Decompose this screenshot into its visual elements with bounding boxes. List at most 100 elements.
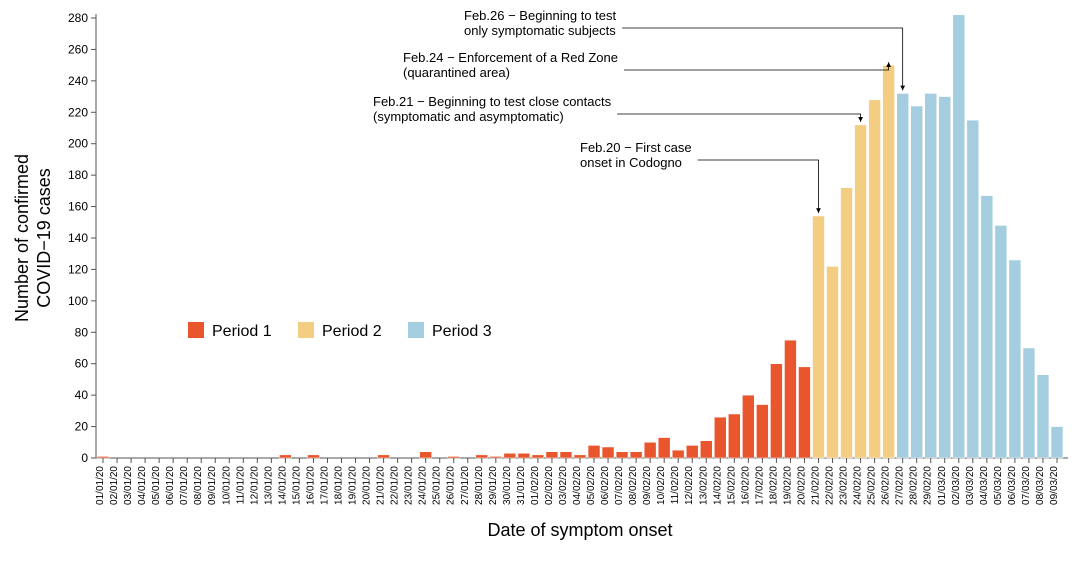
x-tick-label: 01/01/20 [95,466,106,505]
bar [995,225,1007,458]
bar [476,455,488,458]
x-tick-label: 10/02/20 [656,466,667,505]
bar [883,65,895,458]
x-tick-label: 20/02/20 [796,466,807,505]
x-tick-label: 06/01/20 [165,466,176,505]
bar [574,455,586,458]
bar [490,456,502,458]
bar [532,455,544,458]
x-tick-label: 08/01/20 [193,466,204,505]
x-tick-label: 09/01/20 [207,466,218,505]
y-tick-label: 260 [68,42,88,56]
bar [560,452,572,458]
bar [714,417,726,458]
x-tick-label: 14/01/20 [277,466,288,505]
x-tick-label: 07/02/20 [614,466,625,505]
bar [307,455,319,458]
bar [869,100,881,458]
bar [420,452,432,458]
bar [616,452,628,458]
annotation-text: onset in Codogno [580,155,682,170]
x-tick-label: 10/01/20 [221,466,232,505]
y-tick-label: 160 [68,200,88,214]
bar [1037,375,1049,458]
legend-swatch [408,322,424,338]
x-tick-label: 08/03/20 [1035,466,1046,505]
legend-swatch [298,322,314,338]
bar [770,364,782,458]
bar [742,395,754,458]
chart-svg: 0204060801001201401601802002202402602800… [0,0,1080,566]
x-tick-label: 25/02/20 [867,466,878,505]
x-tick-label: 05/01/20 [151,466,162,505]
bar [588,445,600,458]
x-tick-label: 11/01/20 [235,466,246,505]
bar [644,442,656,458]
y-tick-label: 180 [68,168,88,182]
x-tick-label: 16/01/20 [305,466,316,505]
x-tick-label: 23/01/20 [404,466,415,505]
x-tick-label: 06/03/20 [1007,466,1018,505]
x-tick-label: 26/01/20 [446,466,457,505]
bar [378,455,390,458]
x-tick-label: 14/02/20 [712,466,723,505]
bar [911,106,923,458]
bar [658,438,670,458]
bar [630,452,642,458]
bar [518,453,530,458]
x-tick-label: 15/01/20 [291,466,302,505]
x-tick-label: 07/01/20 [179,466,190,505]
covid-epi-curve-chart: 0204060801001201401601802002202402602800… [0,0,1080,566]
x-tick-label: 03/03/20 [965,466,976,505]
x-tick-label: 28/01/20 [474,466,485,505]
bar [700,441,712,458]
x-tick-label: 09/02/20 [642,466,653,505]
bar [939,97,951,458]
x-tick-label: 15/02/20 [726,466,737,505]
bar [855,125,867,458]
y-tick-label: 220 [68,105,88,119]
legend-label: Period 1 [212,323,272,340]
bar [813,216,825,458]
bar [827,266,839,458]
anno-feb24: Feb.24 − Enforcement of a Red Zone(quara… [403,50,889,80]
x-tick-label: 18/01/20 [334,466,345,505]
x-tick-label: 05/02/20 [586,466,597,505]
x-tick-label: 06/02/20 [600,466,611,505]
bar [1051,427,1063,458]
x-tick-label: 19/02/20 [782,466,793,505]
x-tick-label: 05/03/20 [993,466,1004,505]
bar [504,453,516,458]
annotation-text: Feb.24 − Enforcement of a Red Zone [403,50,618,65]
x-tick-label: 23/02/20 [839,466,850,505]
x-tick-label: 29/01/20 [488,466,499,505]
x-tick-label: 04/01/20 [137,466,148,505]
x-axis-label: Date of symptom onset [487,520,672,540]
x-tick-label: 04/02/20 [572,466,583,505]
annotation-leader [698,160,819,213]
annotation-leader [617,114,860,122]
bar [686,445,698,458]
bar [953,15,965,458]
x-tick-label: 29/02/20 [923,466,934,505]
x-tick-label: 01/02/20 [530,466,541,505]
x-tick-label: 26/02/20 [881,466,892,505]
bar [728,414,740,458]
annotation-text: Feb.20 − First case [580,140,692,155]
x-tick-label: 02/01/20 [109,466,120,505]
x-tick-label: 12/02/20 [684,466,695,505]
x-tick-label: 03/01/20 [123,466,134,505]
x-tick-label: 07/03/20 [1021,466,1032,505]
y-tick-label: 120 [68,262,88,276]
bar [448,456,460,458]
x-tick-label: 31/01/20 [516,466,527,505]
bar [799,367,811,458]
annotation-leader [622,28,903,90]
x-tick-label: 09/03/20 [1049,466,1060,505]
x-tick-label: 17/02/20 [754,466,765,505]
legend-label: Period 2 [322,323,382,340]
x-tick-label: 13/02/20 [698,466,709,505]
anno-feb20: Feb.20 − First caseonset in Codogno [580,140,818,213]
y-tick-label: 60 [75,357,89,371]
y-axis-label-line2: COVID−19 cases [34,168,54,308]
